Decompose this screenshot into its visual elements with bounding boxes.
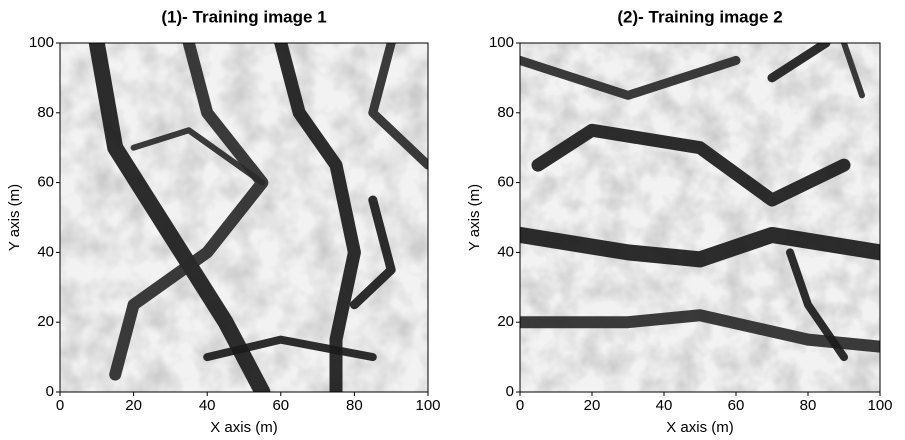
x-tick-label: 80 bbox=[800, 397, 817, 414]
y-tick-label: 100 bbox=[29, 34, 54, 51]
y-tick-label: 0 bbox=[506, 383, 514, 400]
x-tick-label: 20 bbox=[584, 397, 601, 414]
x-tick-label: 0 bbox=[56, 397, 64, 414]
figure: 0 20 40 60 80 100 0 20 40 60 80 100 (1)- Training im… bbox=[0, 0, 905, 440]
chart-title: (1)- Training image 1 bbox=[161, 7, 326, 26]
y-tick-label: 60 bbox=[37, 174, 54, 191]
y-tick-label: 40 bbox=[37, 243, 54, 260]
y-tick-label: 20 bbox=[497, 313, 514, 330]
y-tick-label: 40 bbox=[497, 243, 514, 260]
y-tick-label: 60 bbox=[497, 174, 514, 191]
x-tick-label: 20 bbox=[125, 397, 142, 414]
y-tick-label: 80 bbox=[497, 104, 514, 121]
x-tick-label: 60 bbox=[272, 397, 289, 414]
x-tick-label: 0 bbox=[516, 397, 524, 414]
x-axis-label: X axis (m) bbox=[666, 419, 734, 436]
x-axis-label: X axis (m) bbox=[210, 419, 278, 436]
x-tick-label: 40 bbox=[656, 397, 673, 414]
y-tick-label: 20 bbox=[37, 313, 54, 330]
y-tick-label: 0 bbox=[46, 383, 54, 400]
y-tick-label: 100 bbox=[489, 34, 514, 51]
y-tick-label: 80 bbox=[37, 104, 54, 121]
x-tick-label: 40 bbox=[199, 397, 216, 414]
y-axis-label: Y axis (m) bbox=[466, 184, 483, 251]
image-field bbox=[520, 43, 880, 392]
x-tick-label: 60 bbox=[728, 397, 745, 414]
chart-title: (2)- Training image 2 bbox=[617, 7, 782, 26]
x-tick-label: 100 bbox=[415, 397, 440, 414]
image-field bbox=[60, 43, 428, 392]
y-axis-label: Y axis (m) bbox=[6, 184, 23, 251]
x-tick-label: 100 bbox=[867, 397, 892, 414]
x-tick-label: 80 bbox=[346, 397, 363, 414]
